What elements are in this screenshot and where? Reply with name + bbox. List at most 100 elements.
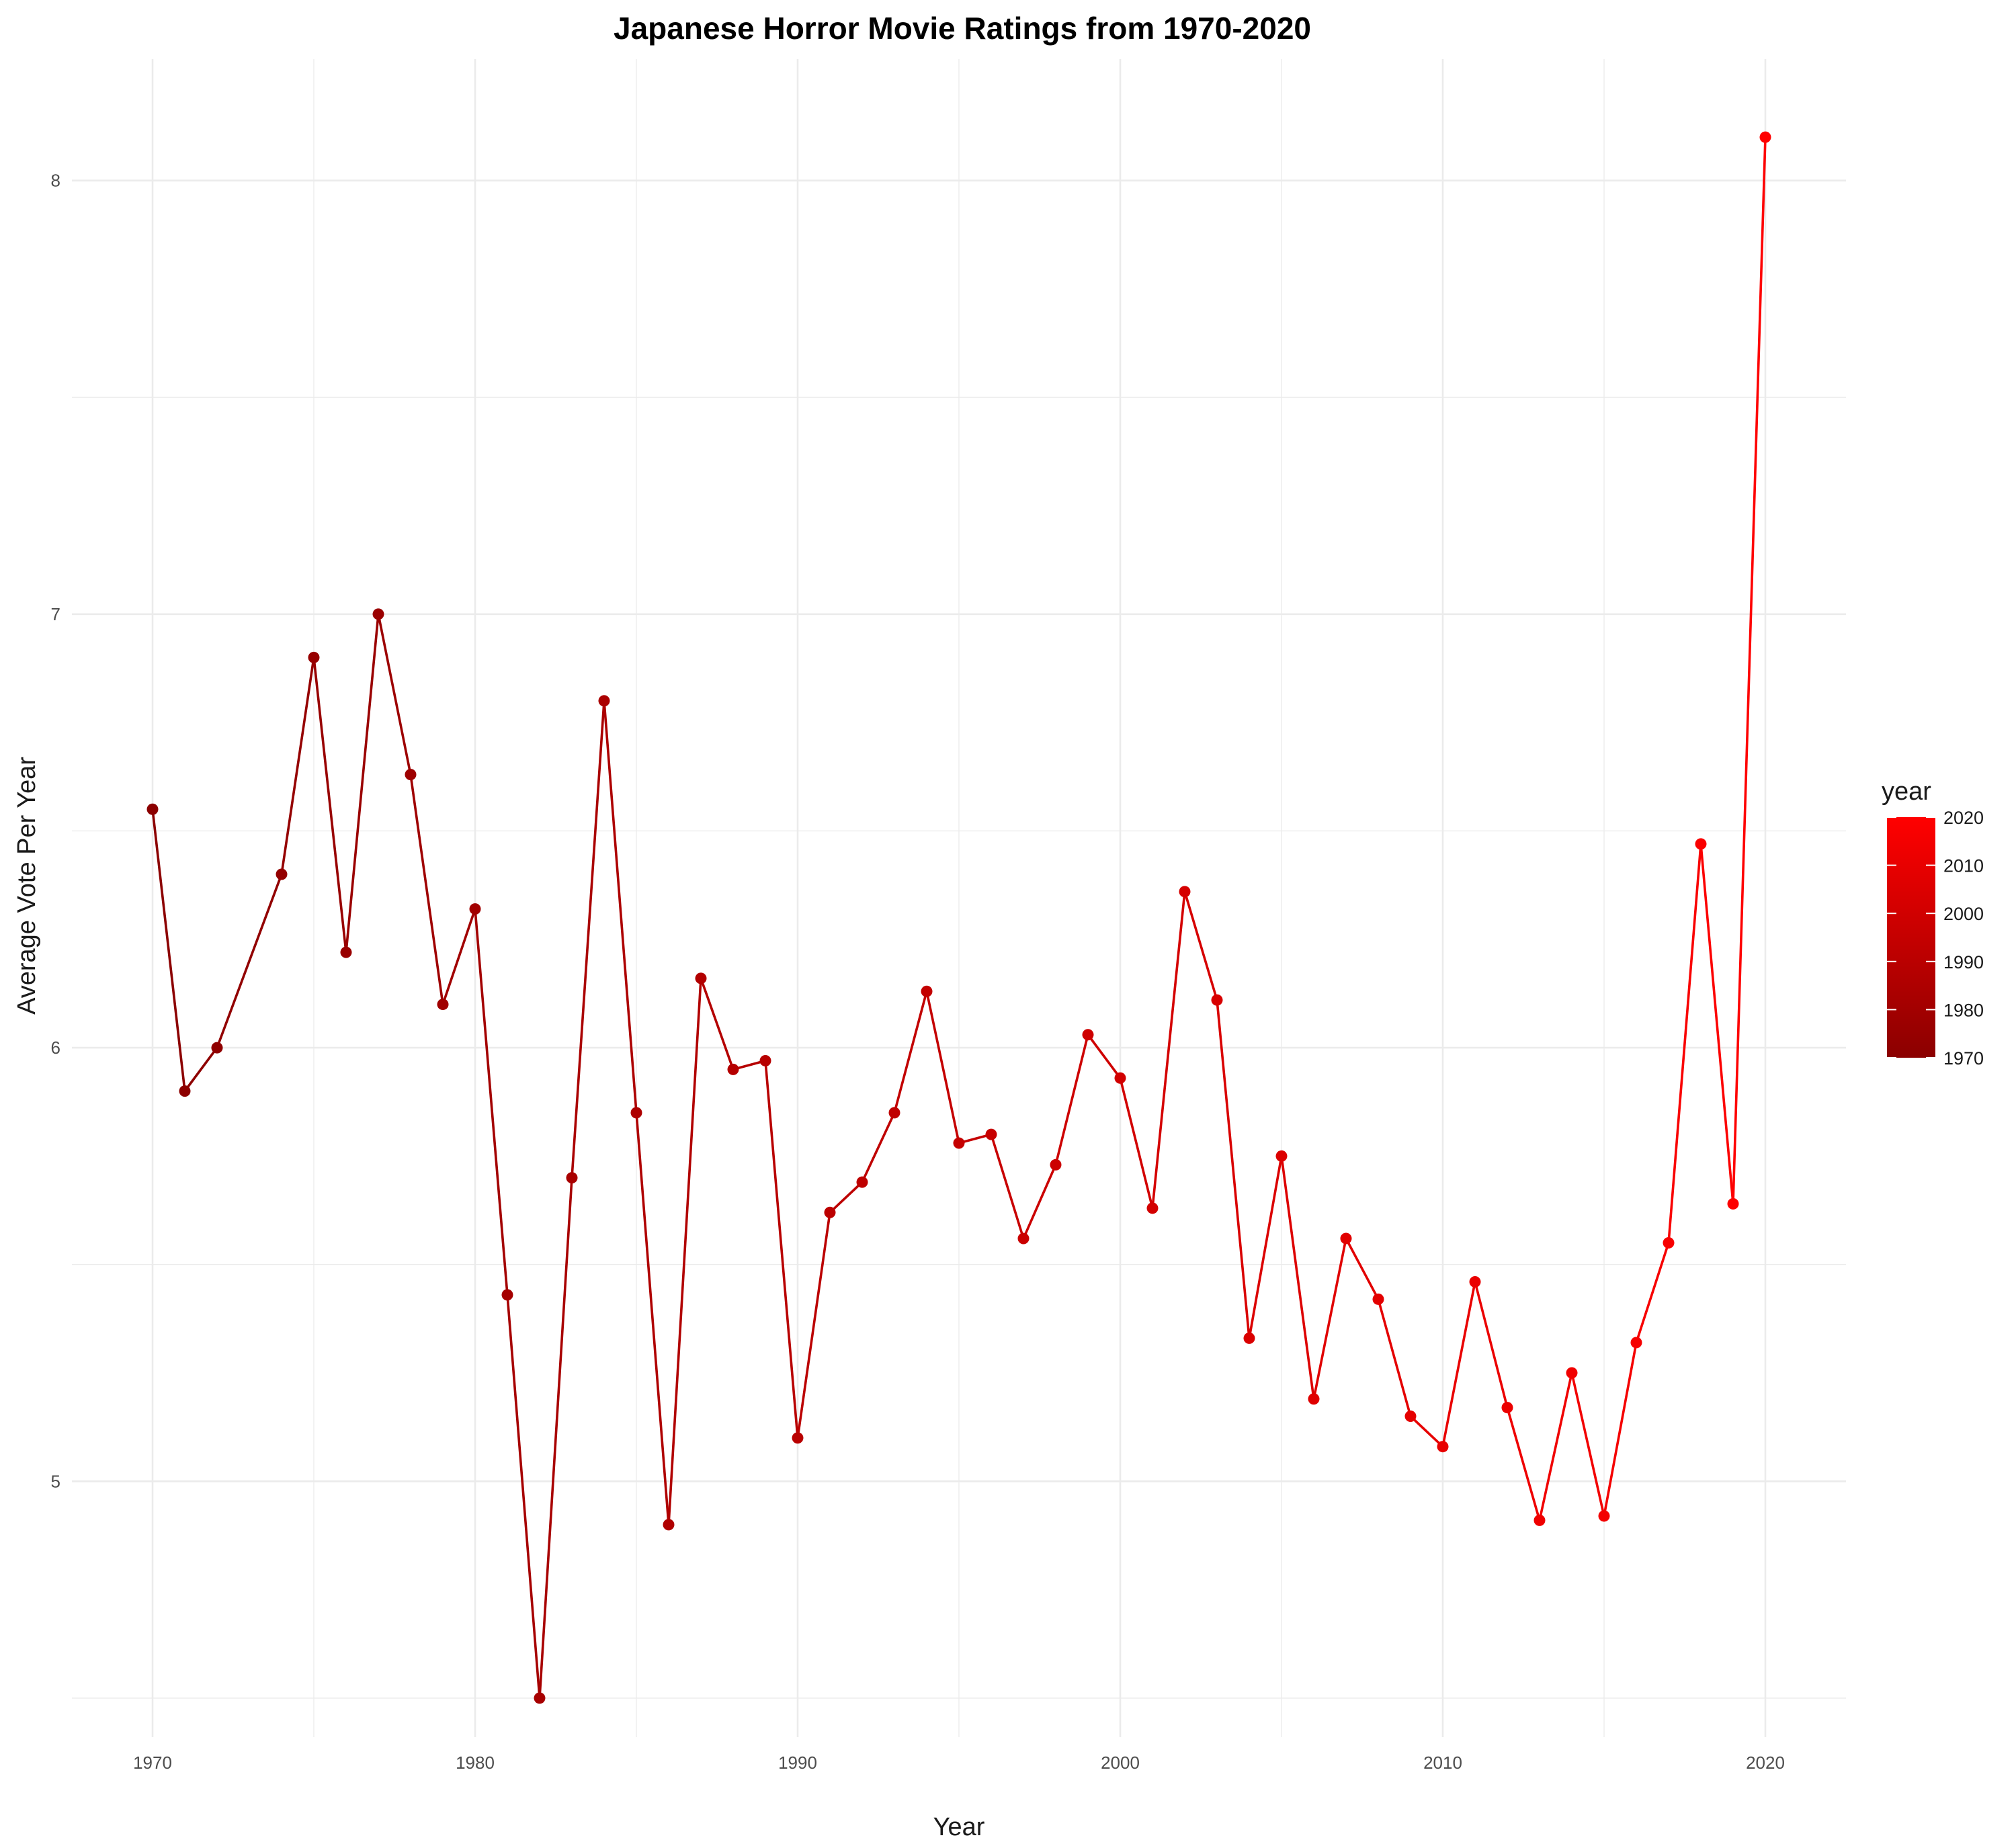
data-point	[308, 651, 320, 663]
data-point	[630, 1107, 642, 1119]
data-point	[824, 1206, 836, 1218]
data-point	[663, 1519, 675, 1531]
line-segment	[1635, 1241, 1670, 1344]
line-segment	[1216, 999, 1251, 1340]
y-axis-title: Average Vote Per Year	[13, 757, 41, 1015]
line-segment	[1506, 1406, 1541, 1522]
data-point	[792, 1432, 804, 1444]
line-segment	[1022, 1163, 1057, 1240]
data-point	[1114, 1072, 1126, 1084]
data-point	[146, 803, 159, 815]
data-point	[953, 1137, 965, 1149]
line-segment	[1441, 1280, 1476, 1448]
line-segment	[1570, 1372, 1605, 1517]
line-segment	[1183, 890, 1218, 1001]
line-segment	[893, 990, 928, 1114]
y-tick-label: 5	[51, 1471, 60, 1491]
data-point	[1663, 1236, 1675, 1249]
legend-tick-label: 1990	[1943, 952, 1984, 972]
data-point	[276, 868, 288, 880]
line-segment	[603, 700, 638, 1114]
legend-ticks: 2020 2010 2000 1990 1980 1970	[1887, 808, 1984, 1068]
data-point	[985, 1128, 997, 1140]
x-tick-label: 1980	[456, 1753, 495, 1773]
line-segment	[506, 1294, 541, 1699]
data-point	[501, 1289, 513, 1301]
legend-tick-label: 2000	[1943, 904, 1984, 924]
data-point	[1243, 1332, 1255, 1344]
data-point	[566, 1172, 578, 1184]
line-segment	[1087, 1033, 1122, 1080]
line-segment	[990, 1133, 1025, 1240]
line-segment	[829, 1181, 864, 1214]
data-point	[1017, 1232, 1030, 1245]
data-point	[1050, 1159, 1062, 1171]
line-segment	[1248, 1154, 1283, 1340]
x-tick-label: 2020	[1746, 1753, 1785, 1773]
line-segment	[442, 907, 476, 1006]
data-point	[1598, 1510, 1610, 1522]
data-point	[469, 903, 481, 915]
x-axis-ticks: 1970 1980 1990 2000 2010 2020	[133, 1753, 1785, 1773]
data-point	[405, 769, 417, 781]
legend-tick-label: 2010	[1943, 856, 1984, 876]
data-point	[1501, 1402, 1513, 1414]
legend-tick-label: 2020	[1943, 808, 1984, 828]
data-point	[1275, 1150, 1288, 1162]
data-point	[1146, 1202, 1159, 1214]
line-segment	[377, 613, 412, 776]
line-segment	[312, 656, 347, 954]
y-tick-label: 7	[51, 604, 60, 624]
line-segment	[700, 977, 734, 1071]
color-legend: year 2020 2010 2000 1990 1980 1970	[1882, 778, 1984, 1068]
data-point	[1759, 131, 1771, 143]
line-segment	[1474, 1280, 1509, 1409]
plot-panel	[72, 59, 1846, 1737]
data-point	[1566, 1367, 1578, 1379]
x-tick-label: 1990	[778, 1753, 817, 1773]
line-segment	[409, 773, 444, 1006]
data-point	[727, 1063, 739, 1075]
line-segment	[1603, 1341, 1638, 1517]
series-line	[151, 136, 1767, 1699]
line-segment	[1409, 1415, 1444, 1448]
data-point	[1211, 994, 1223, 1006]
data-point	[179, 1085, 191, 1097]
line-segment	[1312, 1237, 1347, 1400]
x-tick-label: 2010	[1423, 1753, 1462, 1773]
data-points	[146, 131, 1771, 1704]
data-point	[1695, 838, 1707, 850]
line-segment	[345, 613, 380, 954]
line-segment	[1667, 843, 1702, 1245]
gridlines	[72, 59, 1846, 1737]
line-segment	[1054, 1033, 1089, 1167]
data-point	[1469, 1276, 1481, 1288]
data-point	[1372, 1293, 1384, 1305]
line-segment	[183, 1046, 218, 1093]
data-point	[1308, 1393, 1320, 1405]
legend-colorbar	[1887, 817, 1935, 1058]
line-segment	[280, 656, 315, 876]
data-point	[1340, 1232, 1352, 1245]
y-tick-label: 8	[51, 171, 60, 191]
y-axis-ticks: 5 6 7 8	[51, 171, 60, 1492]
line-segment	[1151, 890, 1186, 1210]
line-segment	[1699, 843, 1734, 1206]
line-segment	[861, 1111, 896, 1183]
data-point	[856, 1176, 868, 1188]
line-segment	[1280, 1154, 1315, 1400]
line-segment	[538, 1176, 573, 1699]
data-point	[211, 1042, 223, 1054]
data-point	[372, 608, 384, 620]
data-point	[1404, 1411, 1417, 1423]
legend-tick-label: 1980	[1943, 1000, 1984, 1020]
line-segment	[151, 808, 186, 1093]
legend-tick-label: 1970	[1943, 1048, 1984, 1068]
x-tick-label: 2000	[1101, 1753, 1140, 1773]
data-point	[759, 1054, 771, 1066]
line-segment	[474, 907, 509, 1296]
line-segment	[1377, 1298, 1412, 1418]
line-segment	[571, 700, 605, 1179]
line-segment	[925, 990, 960, 1144]
